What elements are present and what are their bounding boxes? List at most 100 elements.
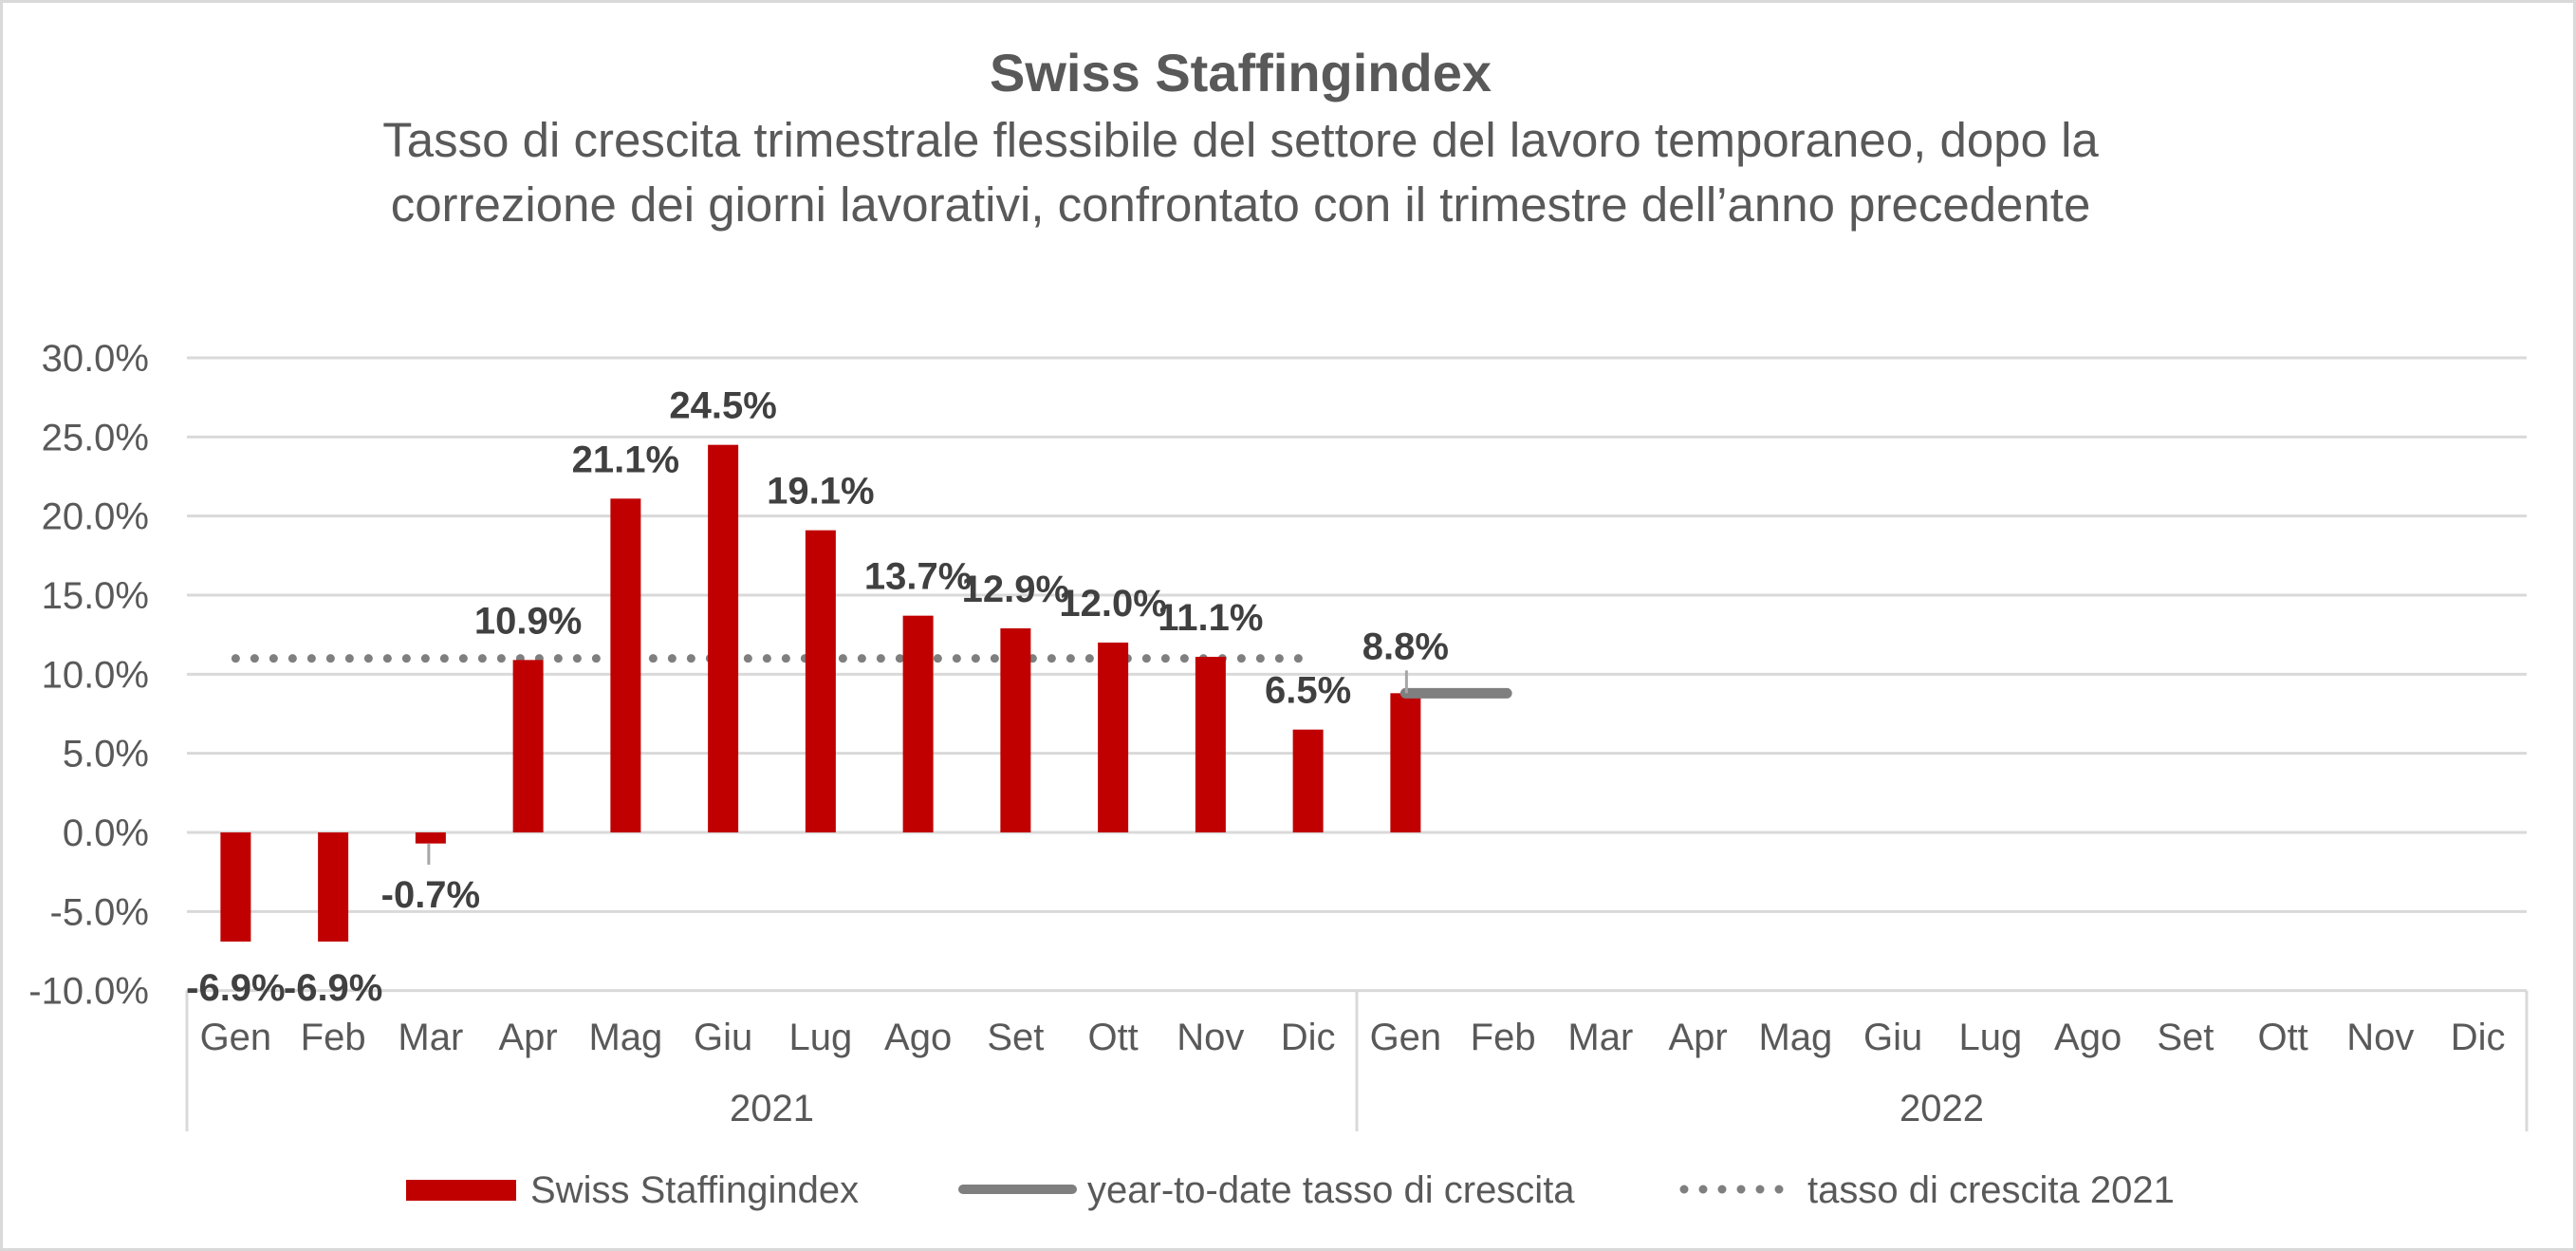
- dotted-line-dot: [1066, 654, 1075, 663]
- dotted-line-dot: [1179, 654, 1189, 663]
- y-tick-label: -10.0%: [28, 971, 149, 1013]
- legend-dot: [1717, 1185, 1727, 1194]
- dotted-line-dot: [325, 654, 335, 663]
- dotted-line-dot: [933, 654, 942, 663]
- dotted-line-dot: [401, 654, 411, 663]
- bar: [1000, 627, 1031, 832]
- dotted-line-dot: [1084, 654, 1094, 663]
- x-tick-label: Giu: [694, 1017, 752, 1058]
- data-label: 19.1%: [767, 471, 874, 513]
- dotted-line-dot: [876, 654, 885, 663]
- dotted-line-dot: [572, 654, 582, 663]
- data-label: 10.9%: [474, 600, 582, 642]
- chart-subtitle-line-1: Tasso di crescita trimestrale flessibile…: [382, 113, 2099, 167]
- y-tick-label: 15.0%: [42, 575, 149, 617]
- bar: [1292, 729, 1324, 832]
- dotted-line-dot: [231, 654, 240, 663]
- y-tick-label: 25.0%: [42, 417, 149, 458]
- x-tick-label: Set: [2157, 1017, 2214, 1058]
- bar: [610, 498, 641, 832]
- bar: [220, 832, 251, 943]
- data-label: 21.1%: [572, 439, 679, 480]
- x-tick-label: Apr: [1669, 1017, 1728, 1058]
- y-tick-label: 0.0%: [63, 812, 149, 854]
- data-label: -6.9%: [186, 967, 286, 1009]
- y-tick-label: -5.0%: [50, 891, 150, 933]
- x-tick-label: Nov: [2346, 1017, 2414, 1058]
- dotted-line-dot: [1293, 654, 1303, 663]
- x-tick-label: Dic: [1281, 1017, 1336, 1058]
- x-tick-label: Ago: [2054, 1017, 2122, 1058]
- x-tick-label: Set: [987, 1017, 1044, 1058]
- legend-dot: [1774, 1185, 1784, 1194]
- data-label: -0.7%: [381, 874, 481, 916]
- data-label: 12.9%: [962, 569, 1069, 610]
- y-tick-label: 20.0%: [42, 496, 149, 538]
- dotted-line-dot: [1141, 654, 1151, 663]
- bar: [805, 530, 836, 832]
- y-tick-label: 5.0%: [63, 734, 149, 775]
- legend-swatch-tasso-2021: [1679, 1185, 1784, 1194]
- dotted-line-dot: [1160, 654, 1170, 663]
- x-group-label: 2022: [1900, 1088, 1984, 1130]
- x-tick-label: Gen: [200, 1017, 272, 1058]
- x-tick-label: Mar: [398, 1017, 463, 1058]
- x-tick-label: Ott: [2257, 1017, 2307, 1058]
- legend-label-year-to-date: year-to-date tasso di crescita: [1087, 1169, 1575, 1211]
- x-tick-label: Feb: [1471, 1017, 1536, 1058]
- dotted-line-dot: [686, 654, 695, 663]
- bar: [708, 444, 739, 832]
- y-axis-ticks: 30.0% 25.0% 20.0% 15.0% 10.0% 5.0% 0.0% -5.0% -1…: [28, 338, 149, 1013]
- dotted-line-dot: [1255, 654, 1265, 663]
- bar: [318, 832, 349, 943]
- dotted-line-dot: [1047, 654, 1056, 663]
- dotted-line-dot: [838, 654, 847, 663]
- dotted-line-dot: [952, 654, 961, 663]
- legend-dot: [1679, 1185, 1689, 1194]
- x-tick-label: Dic: [2451, 1017, 2506, 1058]
- dotted-line-dot: [306, 654, 316, 663]
- bar: [1390, 693, 1421, 832]
- dotted-line-dot: [250, 654, 259, 663]
- y-tick-label: 10.0%: [42, 654, 149, 696]
- data-label: -6.9%: [284, 967, 383, 1009]
- x-tick-label: Mar: [1567, 1017, 1633, 1058]
- y-tick-label: 30.0%: [42, 338, 149, 380]
- bar: [902, 615, 934, 832]
- chart-subtitle: Tasso di crescita trimestrale flessibile…: [0, 108, 2481, 237]
- x-tick-label: Nov: [1177, 1017, 1244, 1058]
- dotted-line-dot: [857, 654, 866, 663]
- dotted-line-dot: [1236, 654, 1246, 663]
- dotted-line-dot: [553, 654, 563, 663]
- dotted-line-dot: [990, 654, 999, 663]
- dotted-line-dot: [762, 654, 771, 663]
- bar: [512, 660, 544, 832]
- dotted-line-dot: [667, 654, 676, 663]
- bar: [415, 832, 446, 844]
- dotted-line-dot: [743, 654, 752, 663]
- dotted-line-dot: [458, 654, 468, 663]
- x-axis: Gen Feb Mar Apr Mag Giu Lug Ago Set Ott Nov Dic 2021…: [185, 990, 2529, 1131]
- x-tick-label: Gen: [1370, 1017, 1442, 1058]
- data-label: 6.5%: [1265, 670, 1351, 712]
- x-tick-label: Lug: [1959, 1017, 2023, 1058]
- x-tick-label: Giu: [1863, 1017, 1922, 1058]
- dotted-line-dot: [496, 654, 506, 663]
- dotted-line-dot: [1274, 654, 1284, 663]
- data-label: 11.1%: [1158, 597, 1263, 639]
- x-tick-label: Lug: [789, 1017, 853, 1058]
- dotted-line-dot: [382, 654, 392, 663]
- data-labels: -6.9%-6.9% -0.7% 10.9% 21.1% 24.5% 19.1% 13.7%…: [186, 385, 1449, 1009]
- legend: Swiss Staffingindex year-to-date tasso d…: [406, 1169, 2175, 1211]
- dotted-line-dot: [287, 654, 297, 663]
- legend-dot: [1755, 1185, 1765, 1194]
- chart-title: Swiss Staffingindex: [990, 43, 1492, 103]
- chart-subtitle-line-2: correzione dei giorni lavorativi, confro…: [390, 177, 2091, 232]
- x-tick-label: Ago: [884, 1017, 952, 1058]
- series-swiss-staffingindex: [220, 444, 1421, 943]
- dotted-line-dot: [269, 654, 278, 663]
- dotted-line-dot: [477, 654, 487, 663]
- legend-label-swiss-staffingindex: Swiss Staffingindex: [530, 1169, 859, 1211]
